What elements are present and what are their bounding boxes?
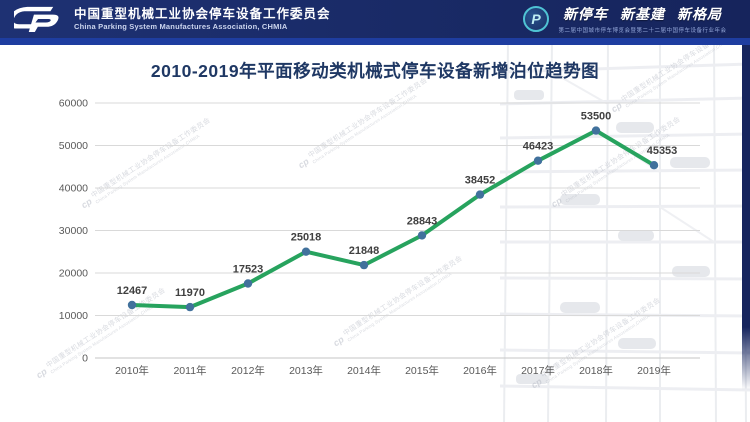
x-tick-label: 2016年 xyxy=(463,364,497,377)
header-bar: 中国重型机械工业协会停车设备工作委员会 China Parking System… xyxy=(0,0,750,38)
y-tick-label: 10000 xyxy=(59,310,88,322)
photo-dark-edge xyxy=(742,40,750,390)
x-tick-label: 2014年 xyxy=(347,364,381,377)
association-name: 中国重型机械工业协会停车设备工作委员会 China Parking System… xyxy=(74,7,331,32)
data-label: 38452 xyxy=(465,175,496,187)
x-tick-label: 2011年 xyxy=(173,364,206,377)
association-name-cn: 中国重型机械工业协会停车设备工作委员会 xyxy=(74,6,331,21)
x-tick-label: 2010年 xyxy=(115,364,149,377)
event-branding: P 新停车 新基建 新格局 第二届中国城市停车博览会暨第二十二届中国停车设备行业年会 xyxy=(523,4,750,34)
data-point[interactable] xyxy=(475,190,485,199)
data-point[interactable] xyxy=(649,161,659,170)
y-tick-label: 20000 xyxy=(59,268,88,280)
x-tick-label: 2019年 xyxy=(637,364,671,377)
event-subtitle: 第二届中国城市停车博览会暨第二十二届中国停车设备行业年会 xyxy=(558,28,727,34)
association-name-en: China Parking System Manufactures Associ… xyxy=(74,21,288,31)
data-label: 28843 xyxy=(407,215,438,227)
data-label: 17523 xyxy=(233,264,264,276)
event-slogans: 新停车 新基建 新格局 第二届中国城市停车博览会暨第二十二届中国停车设备行业年会 xyxy=(557,4,728,34)
data-point[interactable] xyxy=(533,156,543,165)
data-point[interactable] xyxy=(243,279,253,288)
chmia-cp-logo-icon xyxy=(14,6,59,32)
data-label: 12467 xyxy=(117,285,148,297)
data-label: 45353 xyxy=(647,145,678,157)
data-point[interactable] xyxy=(185,302,195,312)
x-tick-label: 2012年 xyxy=(231,364,265,377)
data-point[interactable] xyxy=(301,247,311,256)
data-point[interactable] xyxy=(359,260,369,270)
slogan-new-infrastructure: 新基建 xyxy=(620,6,665,22)
x-tick-label: 2013年 xyxy=(289,364,323,377)
data-label: 11970 xyxy=(175,287,205,299)
y-tick-label: 40000 xyxy=(59,183,88,195)
y-tick-label: 60000 xyxy=(59,98,88,110)
slogan-new-parking: 新停车 xyxy=(563,6,608,22)
x-tick-label: 2015年 xyxy=(405,364,439,377)
data-label: 46423 xyxy=(523,141,554,153)
data-label: 53500 xyxy=(581,111,612,123)
x-tick-label: 2017年 xyxy=(521,364,555,377)
parking-expo-logo-icon: P xyxy=(523,6,549,32)
data-point[interactable] xyxy=(127,300,137,310)
y-tick-label: 30000 xyxy=(59,225,88,237)
data-label: 25018 xyxy=(291,232,322,244)
y-tick-label: 50000 xyxy=(59,140,88,152)
data-label: 21848 xyxy=(349,245,380,257)
data-point[interactable] xyxy=(591,126,601,135)
y-tick-label: 0 xyxy=(82,353,88,365)
header-accent-bar xyxy=(0,38,750,45)
chart-title: 2010-2019年平面移动类机械式停车设备新增泊位趋势图 xyxy=(150,61,600,81)
association-brand: 中国重型机械工业协会停车设备工作委员会 China Parking System… xyxy=(0,4,331,34)
slogan-new-pattern: 新格局 xyxy=(677,6,722,22)
x-tick-label: 2018年 xyxy=(579,364,613,377)
data-point[interactable] xyxy=(417,231,427,240)
slogan-row: 新停车 新基建 新格局 xyxy=(557,4,728,24)
trend-line xyxy=(130,128,656,310)
